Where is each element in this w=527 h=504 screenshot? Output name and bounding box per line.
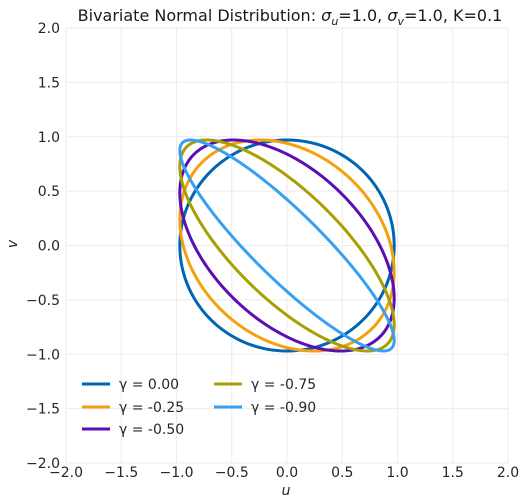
series-line-gamma-4 [178,138,396,353]
legend-label: γ = -0.50 [119,422,184,438]
legend-label: γ = -0.25 [119,400,184,416]
x-tick-label: −1.5 [104,465,138,481]
x-tick-label: 2.0 [497,465,519,481]
x-tick-label: −0.5 [215,465,249,481]
legend-label: γ = -0.75 [251,377,316,393]
x-tick-label: 0.5 [331,465,353,481]
x-tick-label: −2.0 [49,465,83,481]
chart-title: Bivariate Normal Distribution: σu=1.0, σ… [78,6,503,28]
legend-label: γ = 0.00 [119,377,179,393]
series-line-gamma-2 [178,138,396,353]
grid-lines [65,27,509,464]
y-tick-label: 0.5 [38,184,60,200]
series-line-gamma-3 [178,138,396,353]
ellipse-curves [178,138,396,353]
y-tick-label: 2.0 [38,21,60,37]
y-tick-label: 1.0 [38,130,60,146]
x-tick-labels: −2.0 −1.5 −1.0 −0.5 0.0 0.5 1.0 1.5 2.0 [49,465,519,481]
y-tick-label: −1.0 [26,347,60,363]
y-tick-label: 0.0 [38,239,60,255]
x-tick-label: 1.5 [442,465,464,481]
x-axis-label: u [282,483,291,499]
y-tick-labels: −2.0 −1.5 −1.0 −0.5 0.0 0.5 1.0 1.5 2.0 [26,21,60,472]
y-tick-label: −1.5 [26,402,60,418]
y-axis-label: v [5,239,21,248]
y-tick-label: −0.5 [26,293,60,309]
y-tick-label: −2.0 [26,456,60,472]
x-tick-label: 0.0 [276,465,298,481]
x-tick-label: 1.0 [386,465,408,481]
x-tick-label: −1.0 [160,465,194,481]
legend: γ = 0.00 γ = -0.25 γ = -0.50 γ = -0.75 γ = -… [82,377,316,438]
y-tick-label: 1.5 [38,75,60,91]
legend-label: γ = -0.90 [251,400,316,416]
